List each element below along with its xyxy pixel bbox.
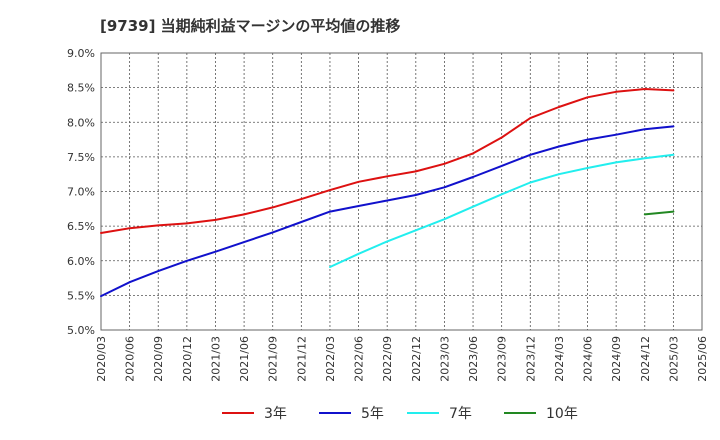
series-line-3 — [329, 153, 675, 268]
x-axis: 2020/03 2020/06 2020/09 2020/12 2021/03 2021/… — [95, 336, 709, 382]
x-tick-label: 2022/09 — [381, 336, 394, 382]
y-tick-label: 6.5% — [67, 220, 95, 233]
x-tick-label: 2020/06 — [124, 336, 137, 382]
x-tick-label: 2020/03 — [95, 336, 108, 382]
x-tick-label: 2025/06 — [696, 336, 709, 382]
y-tick-label: 5.5% — [67, 289, 95, 302]
chart-title: [9739] 当期純利益マージンの平均値の推移 — [100, 17, 400, 35]
y-tick-label: 9.0% — [67, 47, 95, 60]
x-tick-label: 2023/06 — [467, 336, 480, 382]
x-tick-label: 2020/12 — [181, 336, 194, 382]
legend-label-2: 5年 — [361, 406, 384, 422]
x-tick-label: 2024/03 — [553, 336, 566, 382]
x-tick-label: 2022/03 — [324, 336, 337, 382]
x-tick-label: 2024/09 — [610, 336, 623, 382]
legend-label-4: 10年 — [546, 406, 578, 422]
x-tick-label: 2022/06 — [353, 336, 366, 382]
x-tick-label: 2023/03 — [438, 336, 451, 382]
x-tick-label: 2024/12 — [639, 336, 652, 382]
y-tick-label: 6.0% — [67, 255, 95, 268]
x-tick-label: 2021/09 — [267, 336, 280, 382]
legend: 3年 5年 7年 10年 — [222, 406, 578, 422]
y-tick-label: 5.0% — [67, 324, 95, 337]
legend-label-1: 3年 — [264, 406, 287, 422]
y-axis: 9.0% 8.5% 8.0% 7.5% 7.0% 6.5% 6.0% 5.5% 5.0% — [67, 47, 95, 337]
legend-label-3: 7年 — [449, 406, 472, 422]
x-tick-label: 2024/06 — [582, 336, 595, 382]
x-tick-label: 2023/09 — [496, 336, 509, 382]
x-tick-label: 2021/03 — [209, 336, 222, 382]
series-line-1 — [100, 88, 675, 234]
x-tick-label: 2022/12 — [410, 336, 423, 382]
y-tick-label: 8.0% — [67, 116, 95, 129]
series-line-2 — [100, 125, 675, 298]
grid — [101, 53, 702, 330]
x-tick-label: 2021/12 — [295, 336, 308, 382]
x-tick-label: 2025/03 — [667, 336, 680, 382]
y-tick-label: 7.5% — [67, 151, 95, 164]
series-lines — [100, 88, 675, 298]
series-line-4 — [643, 210, 675, 216]
x-tick-label: 2023/12 — [524, 336, 537, 382]
x-tick-label: 2021/06 — [238, 336, 251, 382]
y-tick-label: 8.5% — [67, 82, 95, 95]
x-tick-label: 2020/09 — [152, 336, 165, 382]
y-tick-label: 7.0% — [67, 186, 95, 199]
